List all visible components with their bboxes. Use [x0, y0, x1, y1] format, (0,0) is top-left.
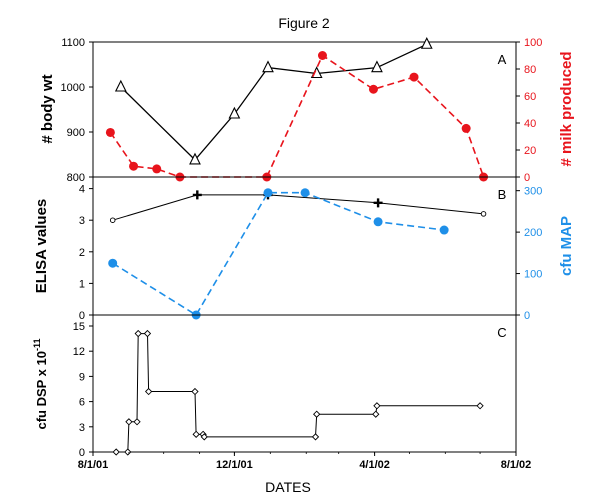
- series-line: [120, 43, 428, 161]
- chart-title: Figure 2: [278, 15, 330, 31]
- x-axis: 8/1/01 12/1/01 4/1/02 8/1/02: [78, 452, 532, 471]
- data-point: [368, 84, 378, 94]
- panel-frame: [92, 314, 517, 453]
- right-tick-label: 80: [524, 64, 536, 76]
- right-tick-label: 60: [524, 91, 536, 103]
- series-c-1: [112, 329, 484, 456]
- data-point: [143, 329, 152, 338]
- right-tick-label: 100: [524, 269, 542, 281]
- left-tick-label: 800: [67, 172, 85, 184]
- left-tick-label: 12: [73, 346, 85, 358]
- x-tick-label: 4/1/02: [359, 459, 390, 471]
- data-point: [373, 217, 383, 227]
- data-point: [133, 418, 141, 426]
- left-tick-label: 0: [79, 447, 85, 459]
- data-point: [372, 410, 380, 418]
- right-tick-label: 20: [524, 145, 536, 157]
- axis-label-main: cfu DSP x 10: [34, 351, 49, 430]
- data-point: [228, 106, 241, 119]
- data-point: [409, 72, 419, 82]
- right-tick-label: 200: [524, 227, 542, 239]
- data-point: [124, 448, 132, 456]
- left-tick-label: 2: [79, 247, 85, 259]
- left-tick-label: 15: [73, 321, 85, 333]
- axis-label-exponent: -11: [32, 338, 42, 351]
- panel-letter: A: [498, 52, 507, 67]
- left-tick-label: 0: [79, 310, 85, 322]
- x-tick-label: 8/1/02: [501, 459, 532, 471]
- series-line: [116, 333, 481, 453]
- data-point: [476, 402, 484, 410]
- data-point: [461, 123, 471, 133]
- data-point: [134, 329, 142, 338]
- left-axis-label: ELISA values: [33, 199, 50, 293]
- left-axis-label: # body wt: [39, 74, 56, 143]
- data-point: [480, 211, 487, 217]
- data-point: [192, 190, 202, 200]
- data-point: [112, 448, 120, 456]
- x-tick-label: 12/1/01: [216, 459, 253, 471]
- right-tick-label: 100: [524, 37, 542, 49]
- panel-letter: C: [497, 325, 506, 340]
- data-point: [114, 79, 127, 92]
- data-point: [144, 387, 153, 396]
- data-point: [200, 433, 208, 441]
- data-point: [192, 430, 200, 438]
- data-point: [105, 127, 115, 137]
- panel-a: A 800 900 1000 1100 # body wt 0 20 40 60 80 100 # mi…: [39, 37, 575, 184]
- data-point: [439, 225, 449, 235]
- data-point: [371, 60, 383, 73]
- series-b-2: [108, 188, 449, 320]
- left-tick-label: 4: [79, 184, 85, 196]
- left-tick-label: 3: [79, 215, 85, 227]
- right-axis-label: # milk produced: [558, 51, 575, 166]
- right-axis-label: cfu MAP: [558, 216, 575, 276]
- series-a-1: [114, 37, 433, 165]
- panel-c: C 0 3 6 9 12 15 cfu DSP x 10-11: [32, 314, 517, 459]
- data-point: [129, 161, 139, 171]
- data-point: [373, 402, 381, 410]
- left-tick-label: 6: [79, 397, 85, 409]
- data-point: [191, 387, 199, 396]
- panel-frame: [92, 41, 517, 178]
- left-tick-label: 1000: [61, 82, 85, 94]
- series-b-1: [109, 190, 487, 223]
- left-tick-label: 900: [67, 127, 85, 139]
- panel-b: B 0 1 2 3 4 ELISA values 0 100 200 300 cfu MAP: [33, 176, 575, 322]
- right-tick-label: 0: [524, 310, 530, 322]
- data-point: [300, 188, 310, 198]
- left-axis-label: cfu DSP x 10-11: [32, 338, 49, 429]
- data-point: [108, 258, 118, 268]
- data-point: [189, 152, 201, 165]
- right-tick-label: 0: [524, 172, 530, 184]
- data-point: [373, 198, 383, 208]
- x-axis-label: DATES: [265, 479, 311, 495]
- data-point: [125, 418, 133, 426]
- right-tick-label: 300: [524, 186, 542, 198]
- data-point: [313, 410, 321, 418]
- left-tick-label: 3: [79, 422, 85, 434]
- left-tick-label: 1: [79, 278, 85, 290]
- data-point: [263, 188, 273, 198]
- x-tick-label: 8/1/01: [78, 459, 109, 471]
- series-line: [112, 194, 484, 221]
- data-point: [317, 51, 327, 60]
- data-point: [311, 433, 320, 441]
- left-tick-label: 9: [79, 371, 85, 383]
- panel-letter: B: [498, 187, 507, 202]
- data-point: [420, 37, 433, 49]
- data-point: [109, 217, 116, 223]
- right-tick-label: 40: [524, 118, 536, 130]
- left-tick-label: 1100: [61, 37, 85, 49]
- series-line: [109, 54, 485, 178]
- data-point: [152, 164, 162, 174]
- series-line: [112, 191, 445, 317]
- data-point: [262, 60, 274, 73]
